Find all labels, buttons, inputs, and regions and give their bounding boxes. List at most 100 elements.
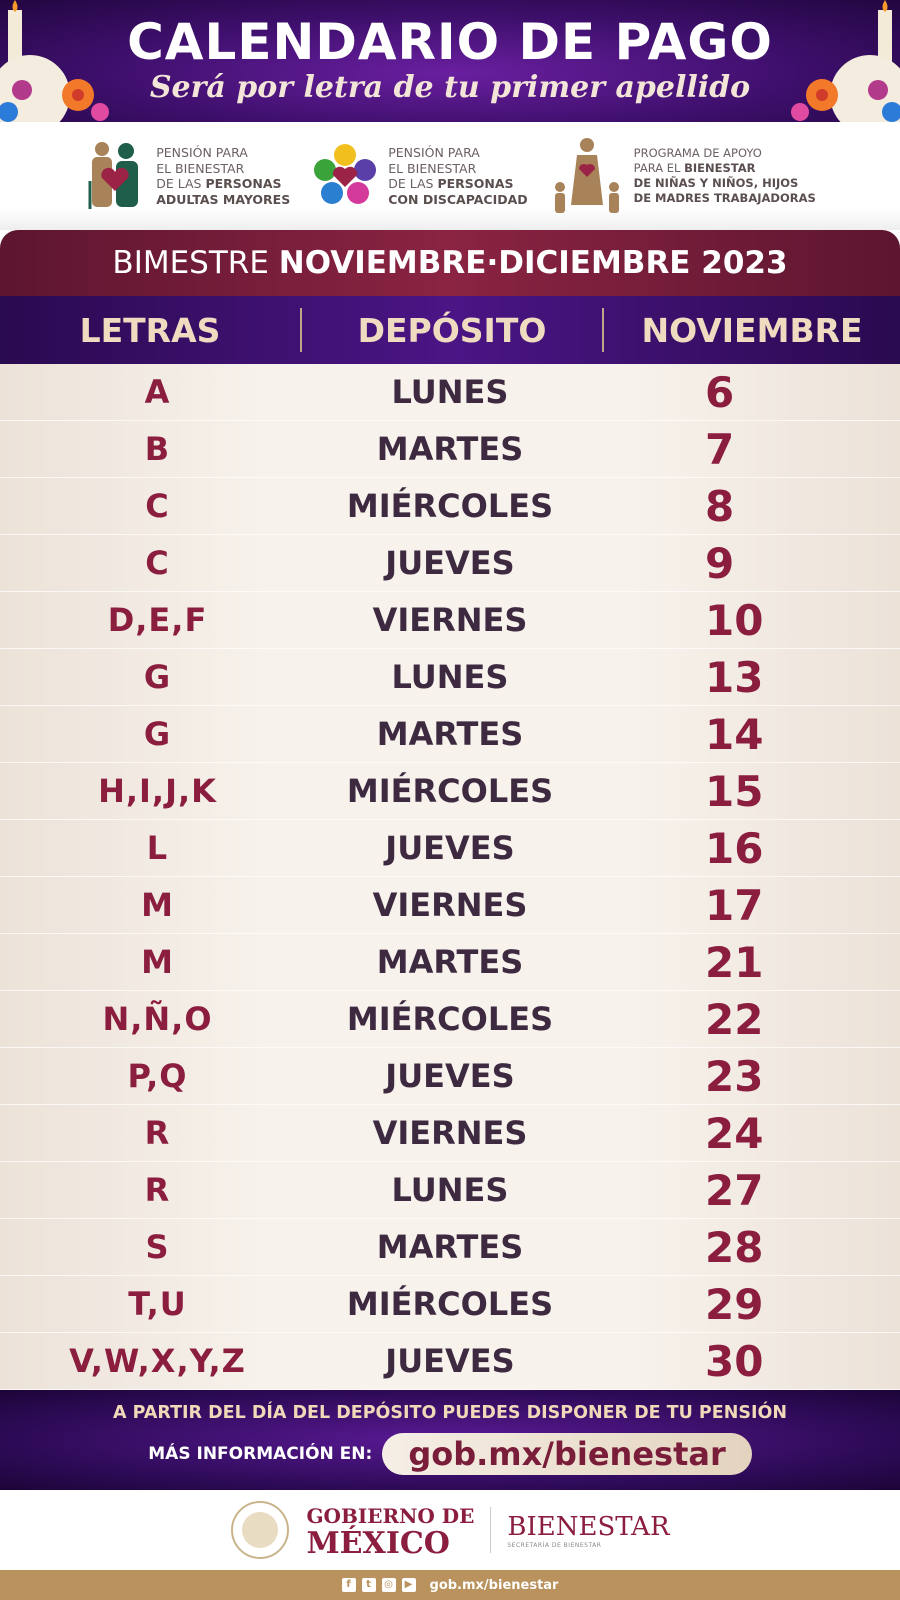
- cell-dia: 22: [705, 994, 764, 1044]
- cell-dia: 13: [705, 652, 764, 702]
- cell-deposito: LUNES: [391, 1171, 509, 1209]
- cell-dia: 27: [705, 1165, 764, 1215]
- facebook-icon[interactable]: f: [341, 1578, 356, 1592]
- instagram-icon[interactable]: ◎: [381, 1578, 396, 1592]
- program-text: ADULTAS MAYORES: [156, 191, 291, 207]
- mexico-seal-icon: [231, 1501, 290, 1559]
- cell-dia: 24: [705, 1108, 764, 1158]
- cell-deposito: MIÉRCOLES: [346, 487, 554, 525]
- cell-deposito: MARTES: [376, 430, 524, 468]
- table-row: P,Q JUEVES 23: [0, 1048, 900, 1105]
- cell-letras: A: [144, 373, 171, 411]
- table-row: R VIERNES 24: [0, 1105, 900, 1162]
- cell-deposito: LUNES: [391, 373, 509, 411]
- cell-dia: 7: [705, 424, 735, 474]
- cell-dia: 17: [705, 880, 764, 930]
- bimestre-label: BIMESTRE: [112, 245, 279, 281]
- cell-dia: 30: [705, 1336, 764, 1386]
- program-text: CON DISCAPACIDAD: [388, 191, 528, 207]
- cell-letras: N,Ñ,O: [102, 1000, 213, 1038]
- table-row: G LUNES 13: [0, 649, 900, 706]
- sugar-skull-candle-icon: [0, 0, 109, 122]
- program-text: EL BIENESTAR: [156, 160, 245, 176]
- sugar-skull-candle-icon: [791, 0, 900, 122]
- footer-banner: A PARTIR DEL DÍA DEL DEPÓSITO PUEDES DIS…: [0, 1390, 900, 1490]
- cell-letras: G: [143, 715, 172, 753]
- bimestre-banner: BIMESTRE NOVIEMBRE·DICIEMBRE 2023: [0, 230, 900, 296]
- column-header-letras: LETRAS: [79, 310, 221, 350]
- cell-dia: 6: [705, 367, 735, 417]
- social-url[interactable]: gob.mx/bienestar: [429, 1577, 559, 1593]
- divider: [490, 1507, 492, 1553]
- cell-deposito: VIERNES: [372, 601, 528, 639]
- table-row: L JUEVES 16: [0, 820, 900, 877]
- cell-letras: R: [144, 1114, 171, 1152]
- divider: [300, 308, 302, 352]
- cell-letras: R: [144, 1171, 171, 1209]
- social-bar: f t ◎ ▶ gob.mx/bienestar: [0, 1570, 900, 1600]
- cell-dia: 10: [705, 595, 764, 645]
- bimestre-period: NOVIEMBRE·DICIEMBRE 2023: [278, 245, 788, 281]
- cell-deposito: MIÉRCOLES: [346, 1000, 554, 1038]
- cell-dia: 8: [705, 481, 735, 531]
- table-row: B MARTES 7: [0, 421, 900, 478]
- payment-table: A LUNES 6 B MARTES 7 C MIÉRCOLES 8 C JUEVES 9 D,E,F V…: [0, 364, 900, 1390]
- cell-dia: 28: [705, 1222, 764, 1272]
- cell-letras: P,Q: [127, 1057, 188, 1095]
- cell-deposito: MARTES: [376, 943, 524, 981]
- program-discapacidad: PENSIÓN PARA EL BIENESTAR DE LAS PERSONAS C…: [312, 143, 528, 209]
- cell-letras: C: [145, 487, 170, 525]
- table-row: G MARTES 14: [0, 706, 900, 763]
- cell-deposito: MARTES: [376, 715, 524, 753]
- cell-deposito: LUNES: [391, 658, 509, 696]
- cell-letras: C: [145, 544, 170, 582]
- cell-dia: 23: [705, 1051, 764, 1101]
- cell-dia: 29: [705, 1279, 764, 1329]
- cell-deposito: JUEVES: [385, 829, 515, 867]
- program-text: PENSIÓN PARA: [156, 145, 248, 160]
- logos-row: GOBIERNO DE MÉXICO BIENESTAR SECRETARÍA DE…: [0, 1490, 900, 1570]
- programs-row: PENSIÓN PARA EL BIENESTAR DE LAS PERSONAS A…: [0, 122, 900, 230]
- logo-text: BIENESTAR: [507, 1511, 670, 1542]
- youtube-icon[interactable]: ▶: [401, 1578, 416, 1592]
- program-ninas-ninos: PROGRAMA DE APOYO PARA EL BIENESTAR DE NIÑ…: [550, 137, 816, 215]
- cell-deposito: MIÉRCOLES: [346, 1285, 554, 1323]
- cell-dia: 15: [705, 766, 764, 816]
- gobierno-de-mexico-logo: GOBIERNO DE MÉXICO: [306, 1502, 475, 1559]
- website-link[interactable]: gob.mx/bienestar: [382, 1433, 752, 1475]
- cell-dia: 9: [705, 538, 735, 588]
- twitter-icon[interactable]: t: [361, 1578, 376, 1592]
- logo-text: GOBIERNO DE: [306, 1504, 475, 1528]
- mother-children-heart-icon: [554, 138, 619, 213]
- cell-letras: H,I,J,K: [98, 772, 217, 810]
- table-row: S MARTES 28: [0, 1219, 900, 1276]
- program-text: DE LAS: [388, 176, 438, 191]
- cell-deposito: JUEVES: [385, 1057, 515, 1095]
- table-row: R LUNES 27: [0, 1162, 900, 1219]
- program-text: BIENESTAR: [684, 161, 756, 175]
- program-text: PROGRAMA DE APOYO: [633, 146, 762, 160]
- page-title: CALENDARIO DE PAGO: [127, 13, 773, 71]
- table-header: LETRAS DEPÓSITO NOVIEMBRE: [0, 296, 900, 364]
- cell-dia: 14: [705, 709, 764, 759]
- cell-letras: M: [141, 943, 174, 981]
- table-row: N,Ñ,O MIÉRCOLES 22: [0, 991, 900, 1048]
- cell-letras: G: [143, 658, 172, 696]
- cell-deposito: MARTES: [376, 1228, 524, 1266]
- table-row: D,E,F VIERNES 10: [0, 592, 900, 649]
- program-text: PERSONAS: [205, 176, 282, 191]
- table-row: M MARTES 21: [0, 934, 900, 991]
- program-text: DE LAS: [156, 176, 206, 191]
- program-adultas-mayores: PENSIÓN PARA EL BIENESTAR DE LAS PERSONAS A…: [84, 141, 290, 211]
- table-row: C MIÉRCOLES 8: [0, 478, 900, 535]
- table-row: C JUEVES 9: [0, 535, 900, 592]
- program-text: EL BIENESTAR: [388, 160, 477, 176]
- table-row: A LUNES 6: [0, 364, 900, 421]
- table-row: M VIERNES 17: [0, 877, 900, 934]
- program-text: PARA EL: [633, 161, 685, 175]
- table-row: T,U MIÉRCOLES 29: [0, 1276, 900, 1333]
- cell-dia: 21: [705, 937, 764, 987]
- page-subtitle: Será por letra de tu primer apellido: [149, 70, 751, 105]
- cell-dia: 16: [705, 823, 764, 873]
- program-text: PERSONAS: [437, 176, 514, 191]
